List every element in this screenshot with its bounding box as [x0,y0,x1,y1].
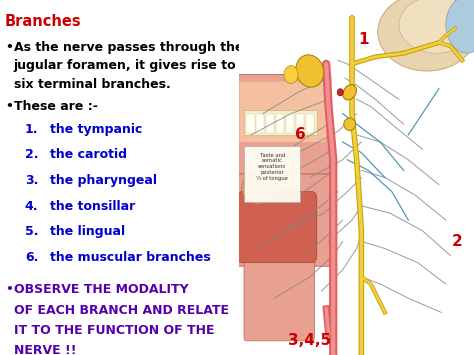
Text: 5.: 5. [25,225,38,238]
Ellipse shape [446,0,474,53]
Text: the carotid: the carotid [50,148,127,162]
Text: OBSERVE THE MODALITY: OBSERVE THE MODALITY [14,283,188,296]
Text: These are :-: These are :- [14,100,98,113]
Text: the lingual: the lingual [50,225,125,238]
Text: 4.: 4. [25,200,38,213]
Ellipse shape [242,172,274,204]
Text: •: • [5,41,13,54]
Text: the tympanic: the tympanic [50,123,142,136]
Text: •: • [5,100,13,113]
Bar [244,110,317,135]
Bar [306,114,314,133]
Ellipse shape [378,0,474,71]
Bar [246,114,255,133]
Text: Taste and
somatic
sensations
posterior
⅓ of tongue: Taste and somatic sensations posterior ⅓… [256,153,288,181]
FancyBboxPatch shape [237,174,331,266]
Text: jugular foramen, it gives rise to: jugular foramen, it gives rise to [14,59,237,72]
FancyBboxPatch shape [244,256,314,341]
Text: As the nerve passes through the: As the nerve passes through the [14,41,243,54]
Text: 3,4,5: 3,4,5 [288,333,331,348]
Text: 2: 2 [452,234,463,249]
Text: the muscular branches: the muscular branches [50,251,210,264]
Text: 3.: 3. [25,174,38,187]
Text: Branches: Branches [5,14,82,29]
Text: OF EACH BRANCH AND RELATE: OF EACH BRANCH AND RELATE [14,304,228,317]
Text: six terminal branches.: six terminal branches. [14,78,171,91]
Text: •: • [5,283,13,296]
Bar [256,114,264,133]
Ellipse shape [343,85,356,100]
Text: 1.: 1. [25,123,38,136]
Bar [276,114,284,133]
Ellipse shape [344,118,356,130]
Bar [266,114,274,133]
Ellipse shape [399,0,474,53]
Ellipse shape [284,66,298,83]
FancyBboxPatch shape [237,192,317,263]
Ellipse shape [337,89,343,96]
Text: 1: 1 [358,32,369,47]
FancyBboxPatch shape [239,82,326,142]
Text: IT TO THE FUNCTION OF THE: IT TO THE FUNCTION OF THE [14,324,214,337]
Text: 6: 6 [295,127,306,142]
Ellipse shape [296,55,324,87]
Text: the pharyngeal: the pharyngeal [50,174,157,187]
Bar [286,114,294,133]
FancyBboxPatch shape [244,146,301,202]
Text: the tonsillar: the tonsillar [50,200,135,213]
Text: 2.: 2. [25,148,38,162]
Bar [296,114,304,133]
Text: 6.: 6. [25,251,38,264]
Text: NERVE !!: NERVE !! [14,344,76,355]
FancyBboxPatch shape [237,75,331,174]
